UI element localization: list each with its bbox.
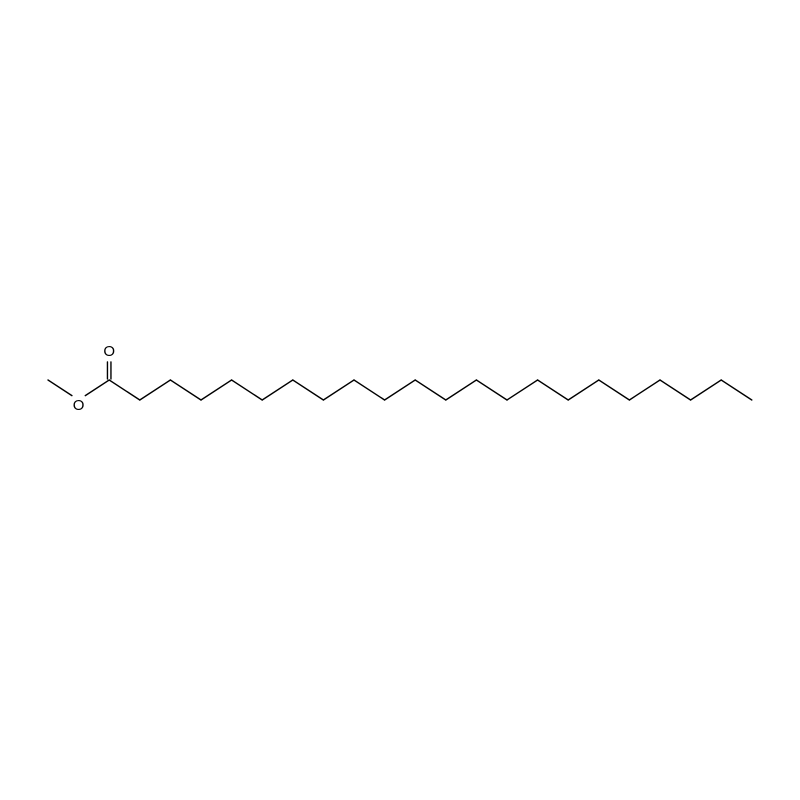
bond-chain-16 — [538, 380, 569, 400]
bond-chain-10 — [354, 380, 385, 400]
bond-chain-6 — [232, 380, 263, 400]
bond-chain-21 — [691, 380, 722, 400]
bond-chain-7 — [262, 380, 293, 400]
bond-chain-5 — [201, 380, 232, 400]
bond-chain-19 — [629, 380, 660, 400]
atom-label-ester-O: O — [73, 397, 85, 414]
bond-chain-8 — [293, 380, 324, 400]
bond-chain-13 — [446, 380, 477, 400]
bond-chain-2 — [109, 380, 140, 400]
molecule-canvas: OO — [0, 0, 800, 800]
bond-chain-9 — [323, 380, 354, 400]
bond-chain-3 — [140, 380, 171, 400]
bond-chain-15 — [507, 380, 538, 400]
bond-chain-18 — [599, 380, 630, 400]
bond-chain-17 — [568, 380, 599, 400]
bond-chain-4 — [170, 380, 201, 400]
bond-chain-11 — [385, 380, 416, 400]
bond-chain-22 — [721, 380, 752, 400]
bond-chain-12 — [415, 380, 446, 400]
bond-o-c — [85, 380, 109, 396]
bond-chain-20 — [660, 380, 691, 400]
atom-label-carbonyl-O: O — [103, 343, 115, 360]
bond-ch3-o — [48, 380, 72, 396]
bond-chain-14 — [476, 380, 507, 400]
